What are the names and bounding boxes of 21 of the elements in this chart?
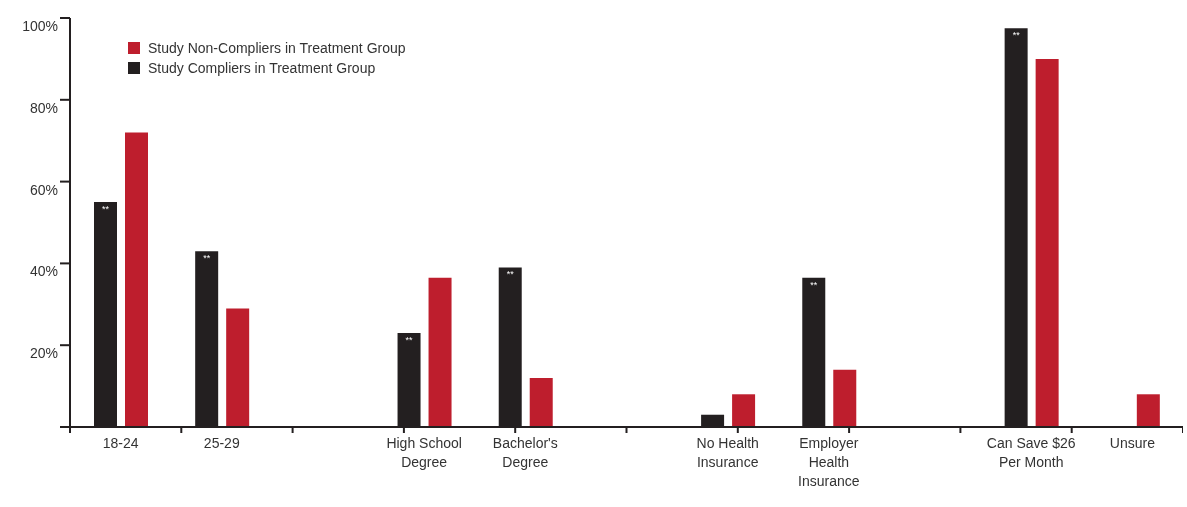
legend-label: Study Compliers in Treatment Group — [148, 60, 376, 76]
x-tick-label: High School Degree — [386, 435, 462, 470]
data-label: ** — [101, 204, 110, 215]
data-label: ** — [1012, 30, 1021, 41]
data-label: ** — [405, 334, 414, 345]
y-tick-label: 40% — [29, 263, 58, 280]
x-tick-label: No Health Insurance — [696, 435, 759, 470]
x-tick-label: 25-29 — [203, 435, 240, 451]
y-tick-label: 60% — [29, 181, 58, 198]
x-tick-label: Bachelor's Degree — [492, 435, 558, 470]
x-tick-label: Employer Health Insurance — [798, 435, 860, 489]
x-tick-label: 18-24 — [102, 435, 139, 451]
y-tick-label: 80% — [29, 99, 58, 116]
data-label: ** — [506, 269, 515, 280]
data-label: ** — [203, 253, 211, 264]
x-tick-label: Can Save $26 Per Month — [986, 435, 1076, 470]
x-tick-label: Unsure — [1109, 435, 1156, 451]
y-tick-label: 100% — [22, 17, 58, 34]
y-tick-label: 20% — [29, 345, 58, 362]
data-label: ** — [810, 279, 818, 290]
legend-label: Study Non-Compliers in Treatment Group — [148, 40, 406, 56]
